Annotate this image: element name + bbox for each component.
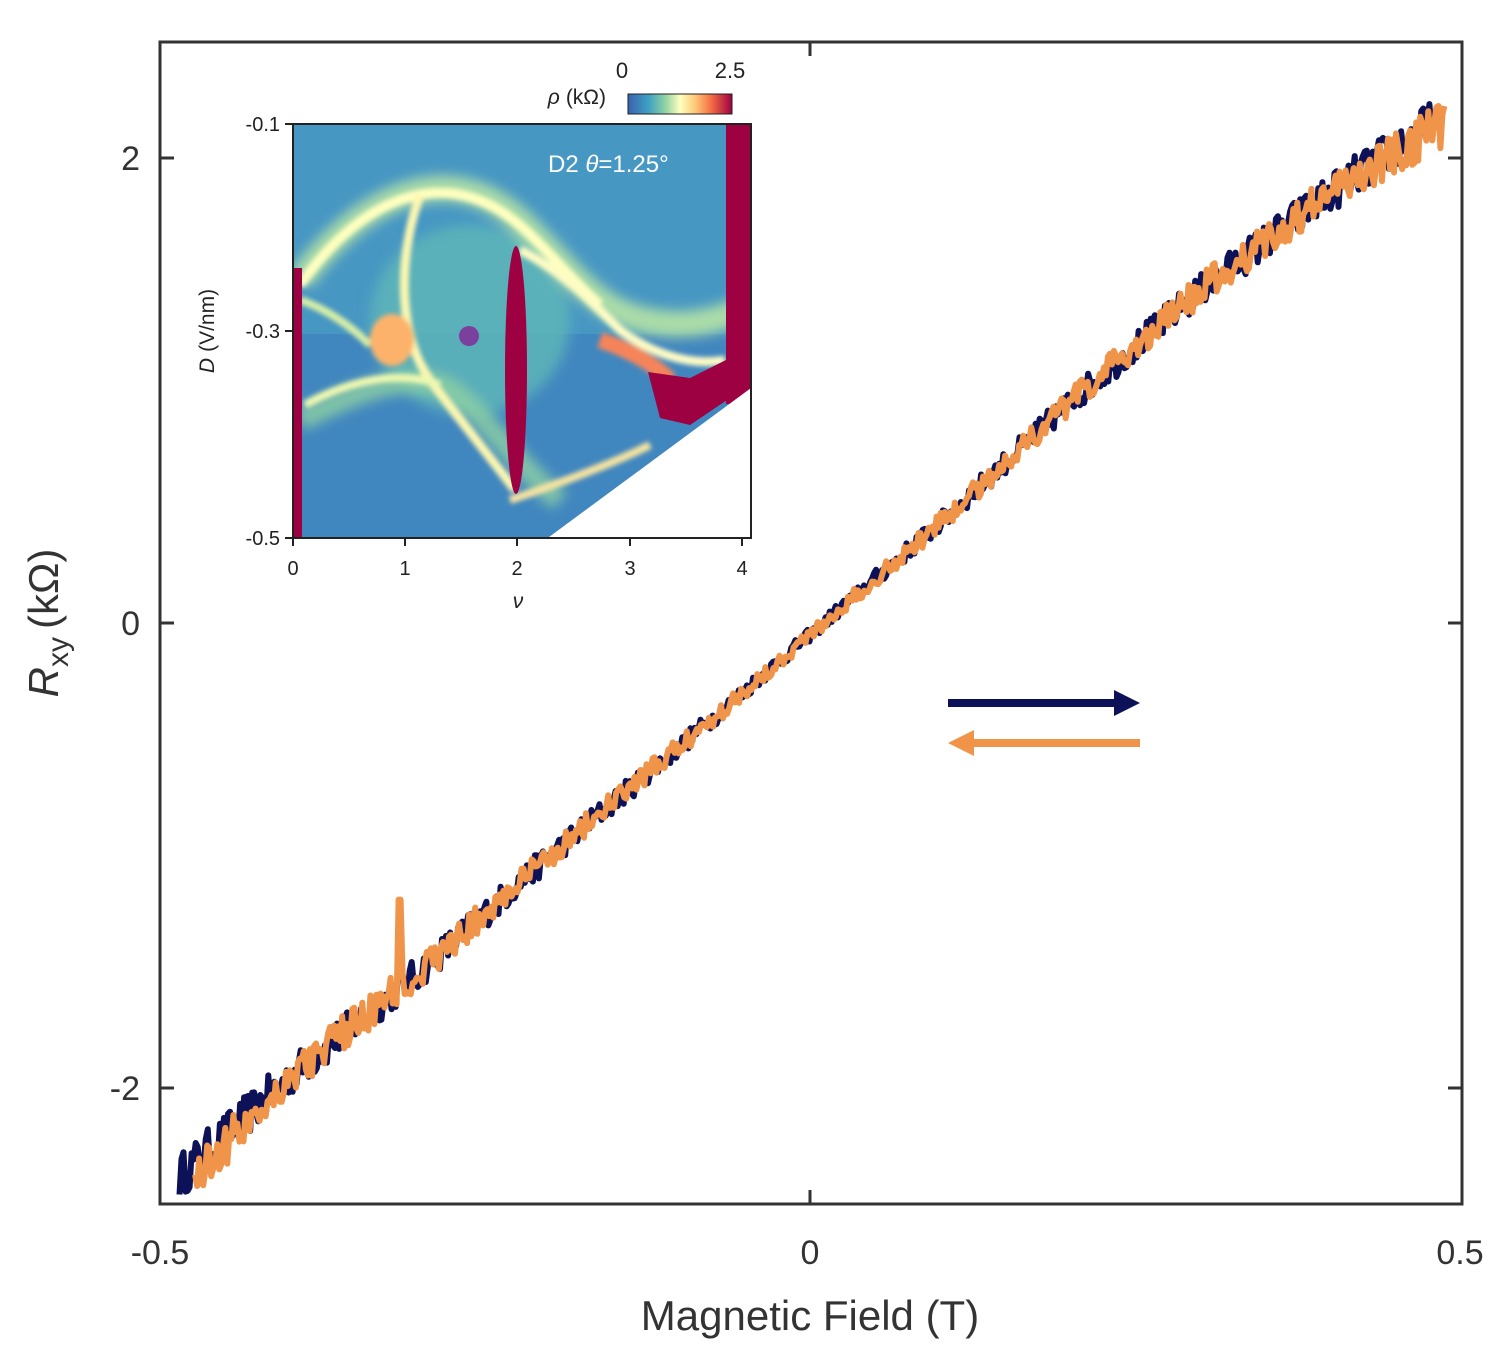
y-axis-symbol: R — [20, 667, 67, 697]
x-tick-label: 0 — [801, 1234, 820, 1272]
inset-y-tick-label: -0.5 — [246, 528, 280, 550]
inset-y-tick-label: -0.3 — [246, 321, 280, 343]
inset-x-tick-label: 2 — [511, 558, 522, 580]
colorbar-tick-label: 0 — [616, 58, 628, 83]
legend-arrow-down-head — [948, 730, 974, 756]
x-tick-label: -0.5 — [131, 1234, 190, 1272]
legend-arrow-up-head — [1114, 690, 1140, 716]
heatmap-band-nu0 — [293, 268, 302, 538]
inset-heatmap: D2 θ=1.25° 0 1 2 3 4 -0.1 -0.3 -0.5 ν D (… — [196, 58, 752, 613]
y-tick-label: 2 — [121, 140, 140, 178]
colorbar-unit: (kΩ) — [566, 86, 606, 109]
inset-x-tick-label: 3 — [624, 558, 635, 580]
colorbar-gradient — [627, 93, 733, 115]
inset-x-tick-label: 1 — [399, 558, 410, 580]
y-tick-label: 0 — [121, 605, 140, 643]
inset-x-tick-label: 0 — [287, 558, 298, 580]
colorbar: 0 2.5 ρ (kΩ) — [547, 58, 746, 115]
colorbar-tick-label: 2.5 — [715, 58, 746, 83]
legend-arrows — [948, 690, 1140, 756]
heatmap-band-nu4 — [726, 124, 751, 404]
heatmap-image: D2 θ=1.25° — [293, 124, 751, 538]
series-sweep-down-line — [192, 103, 1448, 1189]
y-axis-unit: (kΩ) — [20, 549, 67, 629]
inset-y-unit: (V/nm) — [196, 289, 219, 352]
inset-y-symbol: D — [196, 358, 219, 373]
rho-symbol: ρ — [547, 86, 560, 109]
heatmap-unmeasured — [547, 388, 751, 538]
inset-ticks — [285, 123, 743, 546]
x-tick-label: 0.5 — [1436, 1234, 1483, 1272]
inset-y-axis-title: D (V/nm) — [196, 289, 219, 373]
theta-symbol: θ — [585, 151, 598, 178]
main-plot: -0.5 0 0.5 2 0 -2 Magnetic Field (T) Rxy… — [20, 40, 1484, 1339]
twist-angle: =1.25° — [598, 151, 668, 178]
heatmap-ridges — [295, 187, 726, 504]
heatmap-band-nu2 — [505, 246, 527, 494]
y-axis-subscript: xy — [42, 637, 75, 667]
x-axis-title: Magnetic Field (T) — [641, 1292, 979, 1339]
inset-y-tick-label: -0.1 — [246, 114, 280, 136]
device-name: D2 — [548, 151, 585, 178]
colorbar-title: ρ (kΩ) — [547, 86, 606, 109]
y-axis-title: Rxy (kΩ) — [20, 549, 75, 698]
inset-x-axis-title: ν — [513, 590, 524, 613]
y-tick-label: -2 — [110, 1070, 140, 1108]
heatmap-marker — [459, 326, 479, 346]
inset-device-label: D2 θ=1.25° — [548, 151, 669, 178]
main-ticks — [160, 42, 1462, 1204]
inset-x-tick-label: 4 — [736, 558, 747, 580]
heatmap-region-nu3 — [648, 360, 730, 425]
